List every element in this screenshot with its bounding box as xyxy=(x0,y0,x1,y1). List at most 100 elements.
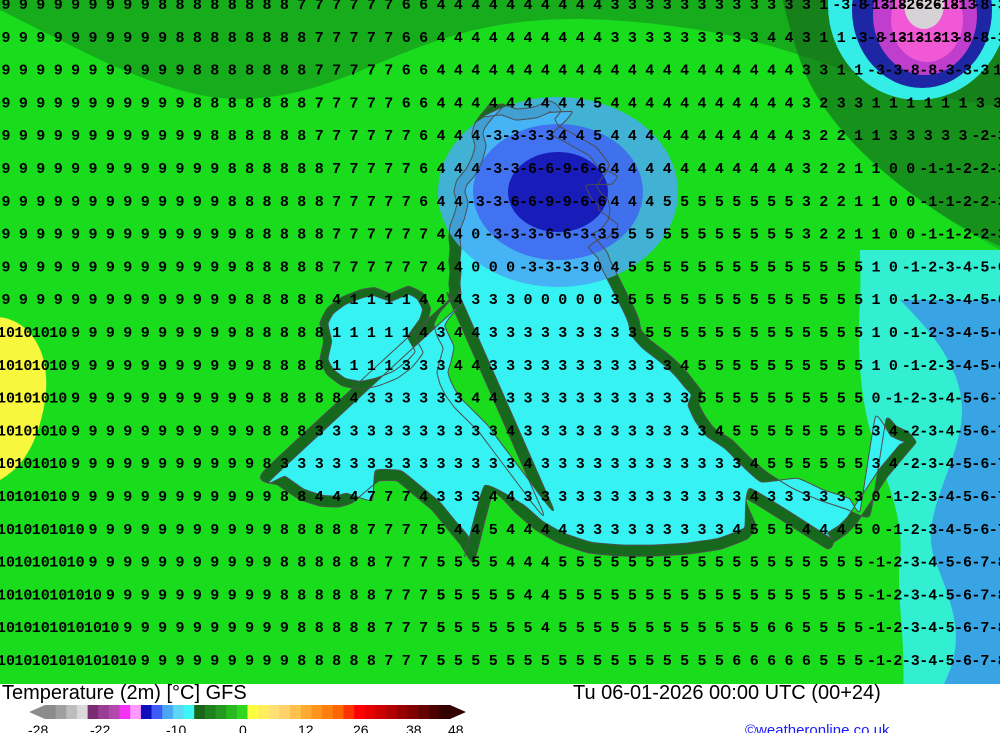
svg-text:8: 8 xyxy=(262,358,271,375)
svg-text:5: 5 xyxy=(576,620,585,637)
svg-text:5: 5 xyxy=(854,423,863,440)
svg-text:3: 3 xyxy=(541,456,550,473)
svg-text:1: 1 xyxy=(871,292,880,309)
svg-text:5: 5 xyxy=(819,620,828,637)
svg-text:3: 3 xyxy=(889,128,898,145)
svg-text:9: 9 xyxy=(175,587,184,604)
svg-text:7: 7 xyxy=(402,587,411,604)
svg-text:7: 7 xyxy=(419,259,428,276)
svg-text:5: 5 xyxy=(819,358,828,375)
svg-text:4: 4 xyxy=(819,522,828,539)
svg-text:3: 3 xyxy=(384,391,393,408)
svg-text:4: 4 xyxy=(506,30,515,47)
svg-text:7: 7 xyxy=(315,30,324,47)
svg-text:3: 3 xyxy=(802,489,811,506)
svg-text:7: 7 xyxy=(367,227,376,244)
svg-text:7: 7 xyxy=(349,161,358,178)
svg-text:9: 9 xyxy=(36,30,45,47)
svg-text:4: 4 xyxy=(645,63,654,80)
svg-text:8: 8 xyxy=(315,620,324,637)
svg-text:5: 5 xyxy=(819,391,828,408)
svg-text:6: 6 xyxy=(750,653,759,670)
svg-text:9: 9 xyxy=(88,423,97,440)
svg-text:-3: -3 xyxy=(832,0,850,14)
svg-text:0: 0 xyxy=(871,522,880,539)
svg-text:9: 9 xyxy=(262,620,271,637)
svg-text:4: 4 xyxy=(558,522,567,539)
svg-text:8: 8 xyxy=(349,587,358,604)
svg-text:9: 9 xyxy=(88,456,97,473)
svg-text:9: 9 xyxy=(71,259,80,276)
svg-text:-3: -3 xyxy=(989,161,1000,178)
svg-text:9: 9 xyxy=(123,358,132,375)
svg-text:10: 10 xyxy=(84,620,102,637)
svg-text:5: 5 xyxy=(628,587,637,604)
svg-text:5: 5 xyxy=(750,620,759,637)
svg-text:3: 3 xyxy=(506,358,515,375)
svg-text:3: 3 xyxy=(523,391,532,408)
svg-text:9: 9 xyxy=(88,227,97,244)
svg-text:9: 9 xyxy=(123,587,132,604)
svg-text:4: 4 xyxy=(610,63,619,80)
svg-text:4: 4 xyxy=(523,587,532,604)
svg-text:-3: -3 xyxy=(954,63,972,80)
svg-text:5: 5 xyxy=(489,653,498,670)
svg-text:4: 4 xyxy=(454,325,463,342)
svg-text:-6: -6 xyxy=(989,292,1000,309)
svg-text:7: 7 xyxy=(384,587,393,604)
svg-text:9: 9 xyxy=(210,194,219,211)
svg-text:3: 3 xyxy=(576,391,585,408)
svg-text:8: 8 xyxy=(280,259,289,276)
svg-text:1: 1 xyxy=(958,95,967,112)
svg-text:5: 5 xyxy=(680,653,689,670)
svg-text:5: 5 xyxy=(628,259,637,276)
svg-text:-1: -1 xyxy=(884,522,902,539)
svg-text:4: 4 xyxy=(541,620,550,637)
svg-text:7: 7 xyxy=(332,259,341,276)
svg-text:-6: -6 xyxy=(971,456,989,473)
svg-text:-9: -9 xyxy=(554,161,572,178)
svg-text:-3: -3 xyxy=(484,128,502,145)
svg-text:5: 5 xyxy=(750,358,759,375)
svg-text:3: 3 xyxy=(558,325,567,342)
svg-text:3: 3 xyxy=(628,30,637,47)
svg-text:4: 4 xyxy=(663,95,672,112)
svg-text:3: 3 xyxy=(593,358,602,375)
svg-text:9: 9 xyxy=(210,391,219,408)
svg-text:5: 5 xyxy=(697,587,706,604)
svg-text:3: 3 xyxy=(471,489,480,506)
svg-text:9: 9 xyxy=(88,391,97,408)
svg-text:-5: -5 xyxy=(971,259,989,276)
svg-text:1: 1 xyxy=(871,161,880,178)
svg-text:9: 9 xyxy=(106,489,115,506)
svg-text:3: 3 xyxy=(732,489,741,506)
svg-text:7: 7 xyxy=(349,227,358,244)
svg-text:3: 3 xyxy=(489,358,498,375)
svg-text:4: 4 xyxy=(576,128,585,145)
svg-text:5: 5 xyxy=(732,391,741,408)
svg-text:3: 3 xyxy=(941,128,950,145)
svg-text:4: 4 xyxy=(436,30,445,47)
svg-text:5: 5 xyxy=(558,620,567,637)
svg-text:9: 9 xyxy=(210,456,219,473)
svg-text:9: 9 xyxy=(245,522,254,539)
svg-text:10: 10 xyxy=(49,391,67,408)
svg-text:8: 8 xyxy=(280,489,289,506)
svg-text:-3: -3 xyxy=(484,194,502,211)
svg-text:1: 1 xyxy=(871,194,880,211)
svg-text:7: 7 xyxy=(349,128,358,145)
svg-text:10: 10 xyxy=(0,325,15,342)
svg-text:3: 3 xyxy=(593,522,602,539)
svg-text:5: 5 xyxy=(663,555,672,572)
svg-text:9: 9 xyxy=(106,95,115,112)
svg-text:7: 7 xyxy=(402,161,411,178)
svg-text:5: 5 xyxy=(854,325,863,342)
svg-text:-5: -5 xyxy=(954,391,972,408)
svg-text:4: 4 xyxy=(419,292,428,309)
svg-text:4: 4 xyxy=(889,423,898,440)
svg-text:-6: -6 xyxy=(989,259,1000,276)
svg-text:3: 3 xyxy=(610,292,619,309)
svg-text:3: 3 xyxy=(680,522,689,539)
svg-text:-7: -7 xyxy=(989,522,1000,539)
svg-text:5: 5 xyxy=(784,358,793,375)
